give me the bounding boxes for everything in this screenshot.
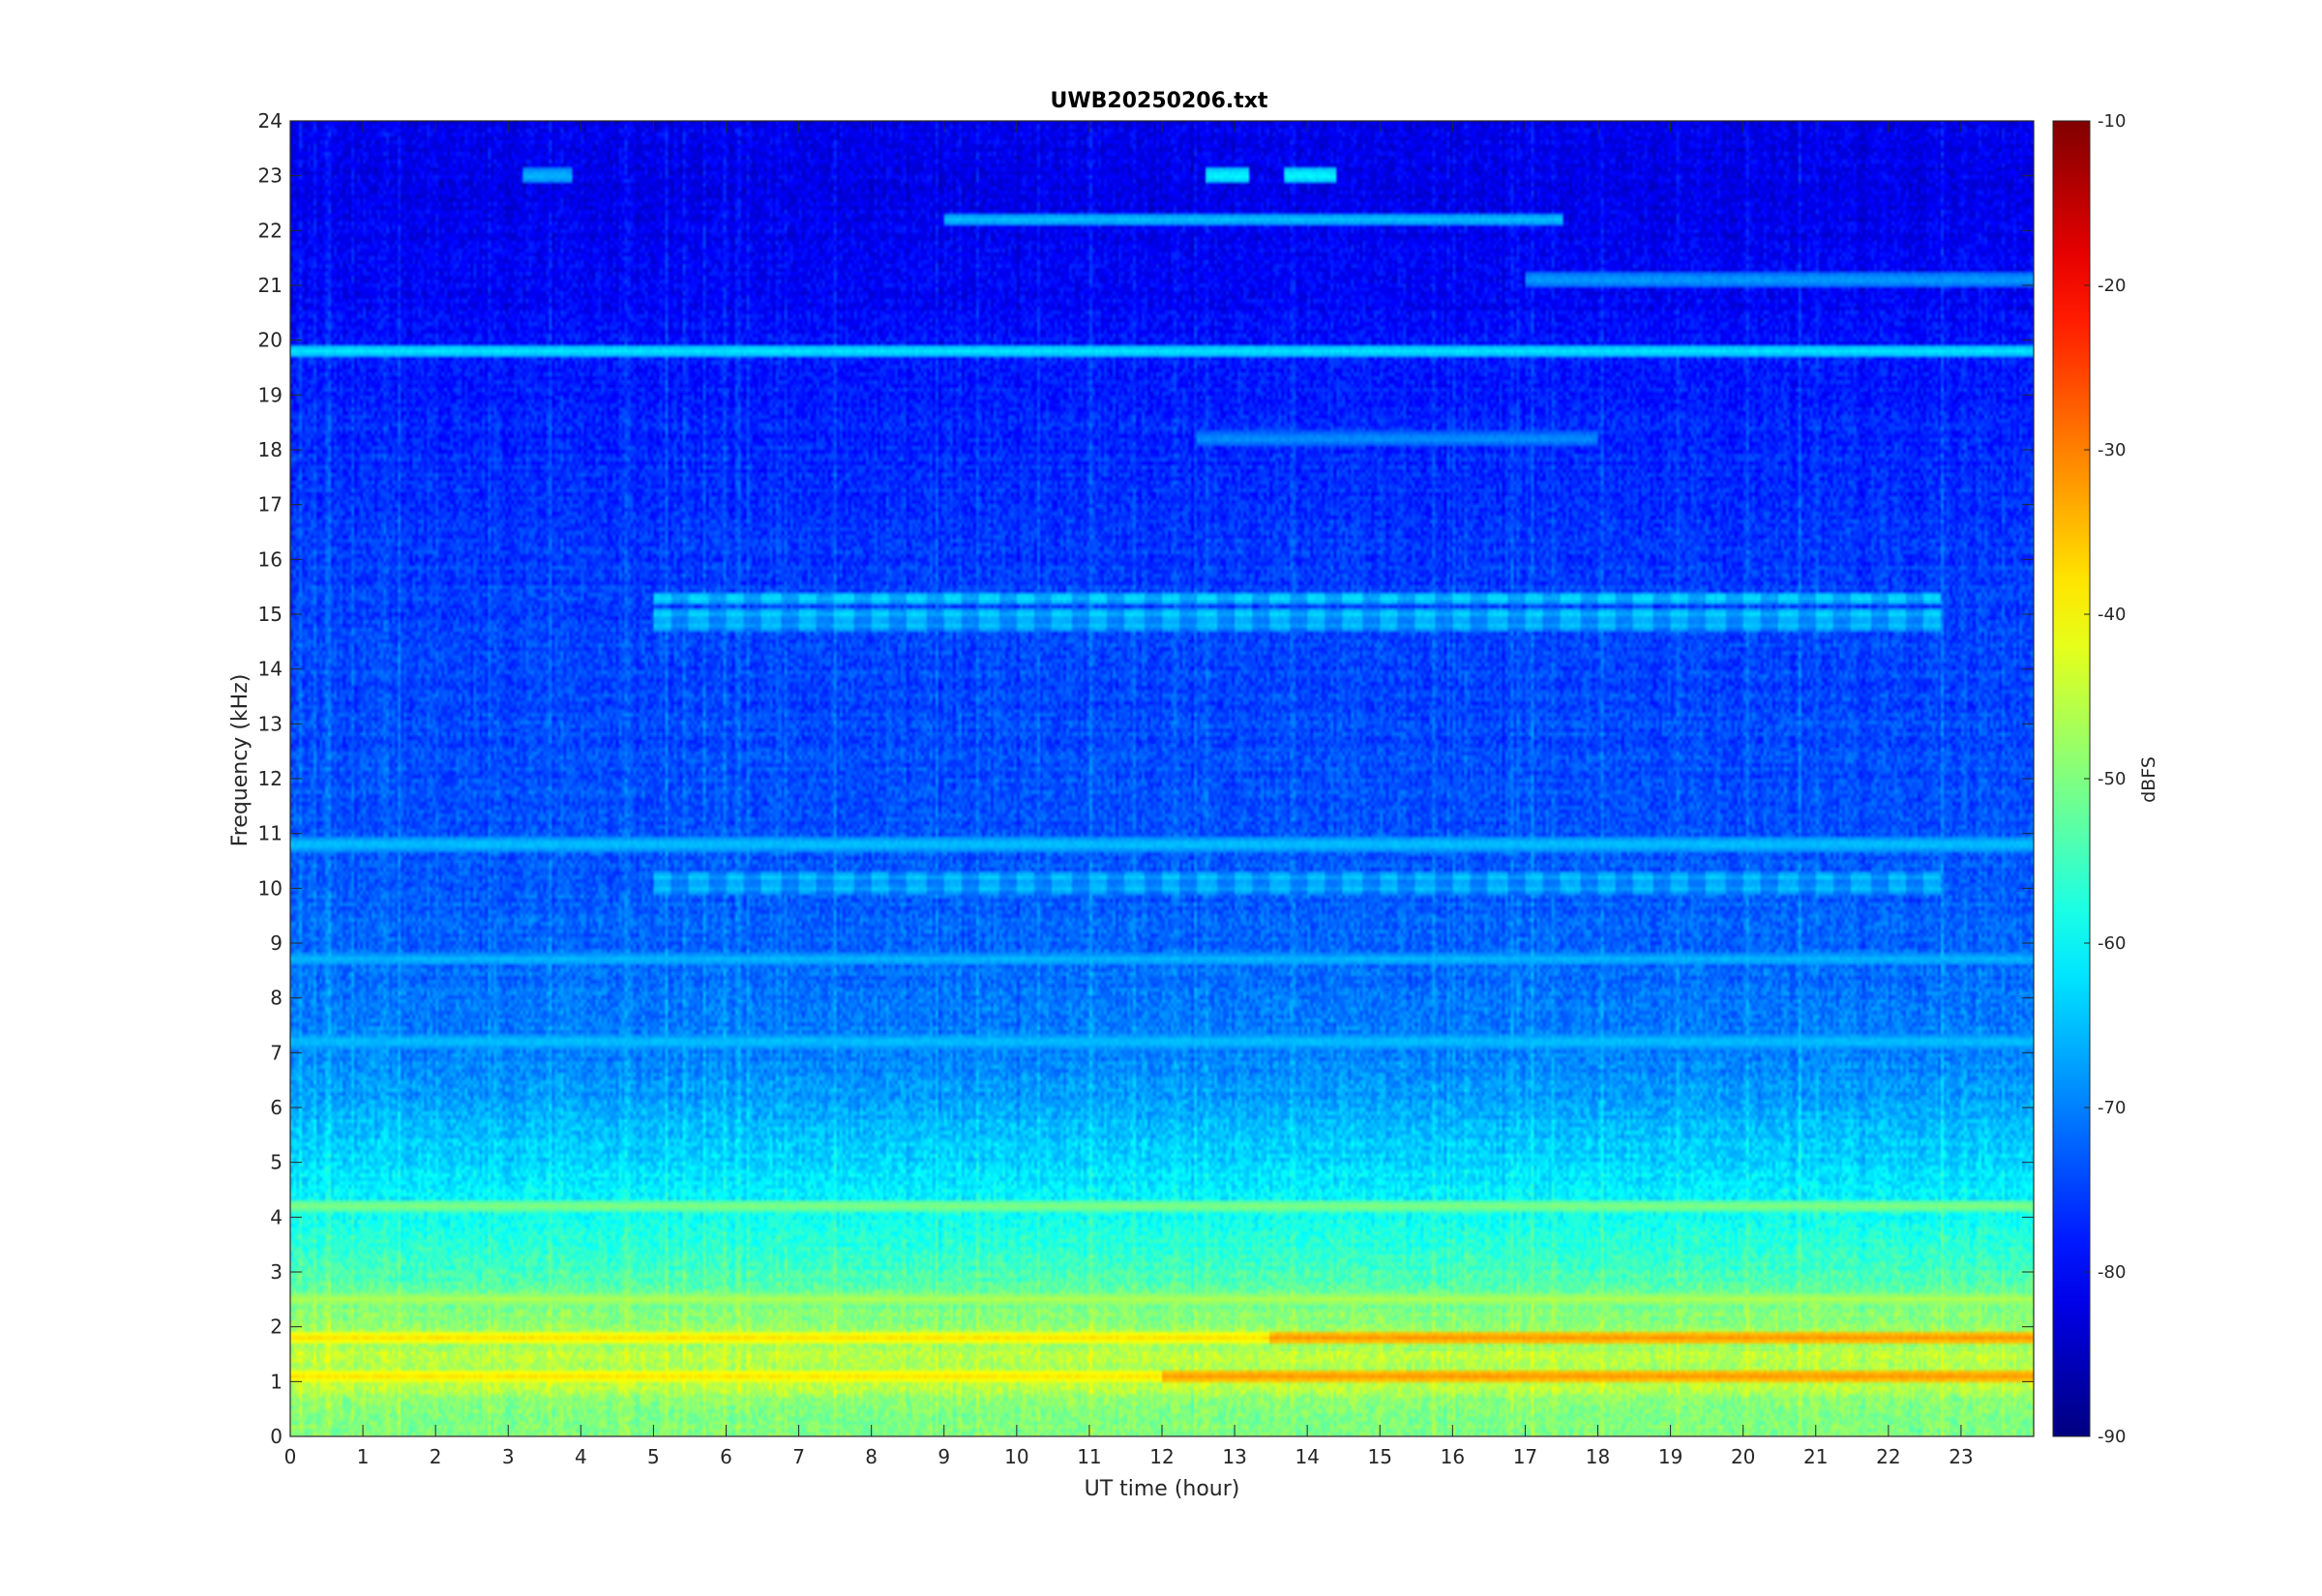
x-tick-label: 16	[1441, 1445, 1465, 1468]
y-tick-label: 8	[270, 987, 283, 1010]
x-tick-label: 4	[575, 1445, 587, 1468]
spectrogram-heatmap	[290, 121, 2034, 1436]
chart-title: UWB20250206.txt	[1051, 89, 1268, 113]
x-tick-label: 1	[357, 1445, 370, 1468]
colorbar-ticks: -10 -20 -30 -40 -50 -60 -70 -80 -90	[2084, 111, 2126, 1447]
y-tick-label: 14	[258, 658, 283, 681]
colorbar-tick-label: -50	[2098, 769, 2126, 789]
y-tick-label: 13	[258, 712, 283, 735]
x-tick-label: 13	[1222, 1445, 1246, 1468]
x-tick-label: 22	[1876, 1445, 1900, 1468]
x-tick-label: 3	[502, 1445, 515, 1468]
x-tick-label: 14	[1295, 1445, 1319, 1468]
y-tick-label: 3	[270, 1260, 283, 1284]
x-axis-label: UT time (hour)	[1085, 1477, 1240, 1501]
y-tick-label: 5	[270, 1151, 283, 1174]
y-tick-label: 19	[258, 383, 283, 406]
colorbar-tick-label: -60	[2098, 933, 2126, 954]
colorbar: -10 -20 -30 -40 -50 -60 -70 -80 -90 dBFS	[2052, 111, 2159, 1447]
y-tick-label: 2	[270, 1315, 283, 1339]
y-tick-label: 10	[258, 876, 283, 900]
x-tick-label: 8	[865, 1445, 878, 1468]
y-tick-label: 1	[270, 1370, 283, 1393]
y-tick-label: 0	[270, 1425, 283, 1448]
y-tick-label: 23	[258, 164, 283, 188]
y-tick-label: 21	[258, 274, 283, 297]
x-tick-label: 21	[1803, 1445, 1828, 1468]
x-tick-label: 18	[1586, 1445, 1610, 1468]
y-tick-label: 17	[258, 493, 283, 517]
x-tick-label: 19	[1658, 1445, 1682, 1468]
x-tick-label: 12	[1149, 1445, 1174, 1468]
colorbar-gradient	[2052, 120, 2091, 1437]
y-tick-label: 22	[258, 219, 283, 242]
colorbar-tick-label: -20	[2098, 276, 2126, 296]
y-tick-label: 20	[258, 329, 283, 352]
y-tick-label: 24	[258, 109, 283, 133]
x-tick-label: 7	[792, 1445, 805, 1468]
x-axis-ticks: 0 1 2 3 4 5 6 7 8 9 10 11 12 13 14 15 16 17 18 19 20 21 22 23	[284, 121, 1974, 1468]
x-tick-label: 9	[938, 1445, 950, 1468]
x-tick-label: 15	[1368, 1445, 1392, 1468]
y-tick-label: 9	[270, 931, 283, 955]
y-axis-label: Frequency (kHz)	[228, 674, 253, 847]
y-tick-label: 4	[270, 1205, 283, 1228]
y-tick-label: 16	[258, 547, 283, 571]
x-tick-label: 6	[720, 1445, 732, 1468]
y-tick-label: 15	[258, 603, 283, 626]
colorbar-tick-label: -80	[2098, 1262, 2126, 1283]
x-tick-label: 11	[1077, 1445, 1101, 1468]
y-tick-label: 12	[258, 767, 283, 790]
x-tick-label: 23	[1949, 1445, 1973, 1468]
colorbar-tick-label: -90	[2098, 1427, 2126, 1447]
x-tick-label: 5	[647, 1445, 660, 1468]
colorbar-tick-label: -10	[2098, 111, 2126, 132]
colorbar-tick-label: -70	[2098, 1098, 2126, 1118]
x-tick-label: 0	[284, 1445, 297, 1468]
y-tick-label: 18	[258, 438, 283, 461]
x-tick-label: 17	[1513, 1445, 1537, 1468]
x-tick-label: 2	[430, 1445, 442, 1468]
spectrogram-plot	[289, 120, 2035, 1437]
y-tick-label: 7	[270, 1041, 283, 1064]
colorbar-tick-label: -30	[2098, 440, 2126, 460]
x-tick-label: 10	[1004, 1445, 1028, 1468]
y-tick-label: 6	[270, 1096, 283, 1119]
x-tick-label: 20	[1731, 1445, 1755, 1468]
colorbar-tick-label: -40	[2098, 605, 2126, 625]
y-tick-label: 11	[258, 822, 283, 845]
colorbar-label: dBFS	[2138, 756, 2159, 803]
